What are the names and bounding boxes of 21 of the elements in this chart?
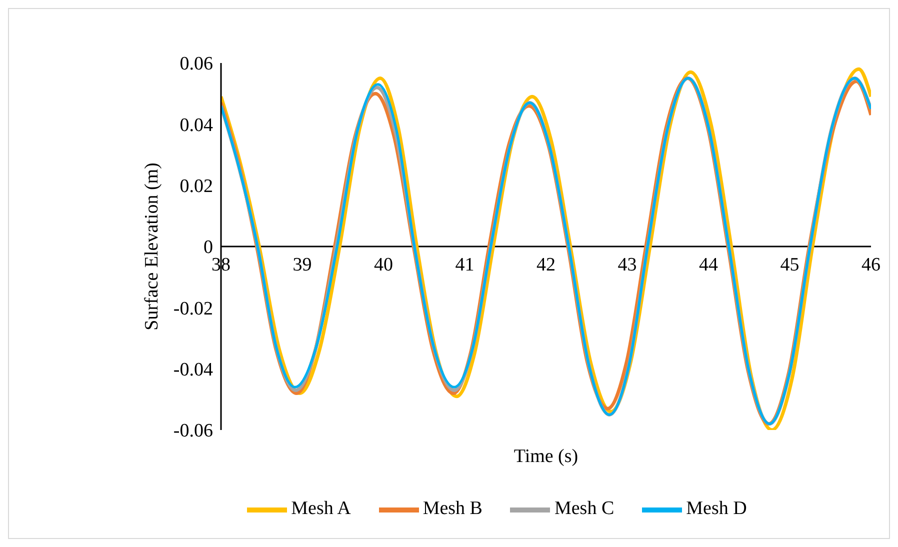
- y-tick-label: -0.02: [173, 298, 213, 320]
- x-tick-label: 45: [780, 254, 800, 276]
- x-axis-title: Time (s): [514, 446, 578, 467]
- x-tick-label: 41: [455, 254, 474, 276]
- x-tick-label: 39: [292, 254, 312, 276]
- y-tick-label: -0.06: [173, 420, 213, 442]
- y-axis-title: Surface Elevation (m): [142, 162, 163, 330]
- x-tick-label: 42: [536, 254, 556, 276]
- x-tick-label: 43: [618, 254, 637, 276]
- x-tick-label: 40: [374, 254, 393, 276]
- y-tick-label: 0.02: [180, 176, 213, 198]
- x-tick-label: 44: [699, 254, 718, 276]
- y-tick-label: 0.06: [180, 54, 213, 75]
- x-tick-label: 46: [862, 254, 880, 276]
- y-tick-label: 0: [204, 237, 213, 258]
- legend-label: Mesh D: [686, 498, 747, 520]
- legend-label: Mesh C: [554, 498, 614, 520]
- y-tick-label: -0.04: [173, 360, 214, 381]
- legend-label: Mesh B: [422, 498, 482, 520]
- legend-label: Mesh A: [291, 498, 351, 520]
- y-tick-label: 0.04: [180, 114, 214, 136]
